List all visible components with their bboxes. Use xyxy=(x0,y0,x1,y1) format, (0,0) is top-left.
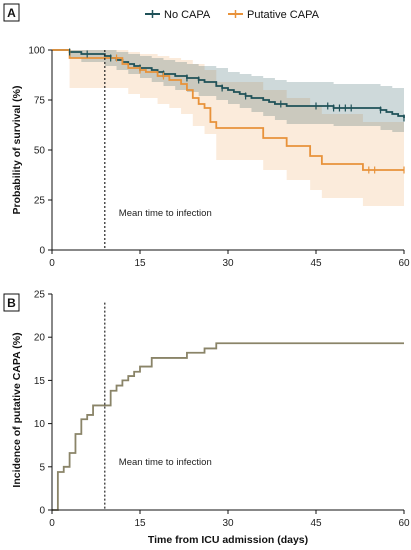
panel-a-x-tick-label: 30 xyxy=(222,258,234,269)
panel-b-y-tick-label: 15 xyxy=(34,376,46,387)
panel-a-x-tick-label: 15 xyxy=(134,258,146,269)
panel-b-ylabel: Incidence of putative CAPA (%) xyxy=(11,332,23,487)
putative-capa-survival-line xyxy=(52,49,404,171)
panel-b-y-axis-title: Incidence of putative CAPA (%) xyxy=(11,332,23,487)
x-axis-title: Time from ICU admission (days) xyxy=(148,534,308,546)
panel-a-y-tick-label: 100 xyxy=(28,46,45,57)
putative-capa-incidence-line xyxy=(52,342,404,511)
panel-b-y-tick-label: 10 xyxy=(34,419,46,430)
panel-a-y-tick-label: 75 xyxy=(34,96,46,107)
panel-b-y-tick-label: 5 xyxy=(39,462,45,473)
panel-a-y-tick-label: 0 xyxy=(39,246,45,257)
panel-b-label: B xyxy=(7,296,16,310)
panel-a-label-box xyxy=(3,3,20,22)
panel-a-y-axis-title: Probability of survival (%) xyxy=(11,86,23,215)
panel-b-y-tick-label: 0 xyxy=(39,506,45,517)
panel-b-x-tick-label: 45 xyxy=(310,518,322,529)
legend-label-putative-capa: Putative CAPA xyxy=(247,9,320,21)
panel-b-axes: 0 5 10 15 20 25 0 15 30 45 60 xyxy=(34,290,410,530)
legend: No CAPA Putative CAPA xyxy=(145,9,320,21)
panel-a-x-tick-label: 45 xyxy=(310,258,322,269)
panel-a-axes: 0 25 50 75 100 0 15 30 45 60 xyxy=(28,46,410,270)
panel-a-annotation: Mean time to infection xyxy=(119,208,212,219)
panel-b-x-tick-label: 30 xyxy=(222,518,234,529)
panel-b-label-box xyxy=(3,293,20,312)
panel-b-annotation: Mean time to infection xyxy=(119,457,212,468)
legend-label-no-capa: No CAPA xyxy=(164,9,211,21)
panel-b-y-tick-label: 20 xyxy=(34,333,46,344)
panel-a-y-tick-label: 25 xyxy=(34,196,46,207)
panel-a-censor-marks xyxy=(68,48,405,174)
panel-a-ylabel: Probability of survival (%) xyxy=(11,86,23,215)
panel-a: A Probability of survival (%) Mean time … xyxy=(3,3,410,270)
panel-b-x-tick-label: 15 xyxy=(134,518,146,529)
panel-a-y-tick-label: 50 xyxy=(34,146,46,157)
panel-b-x-tick-label: 60 xyxy=(398,518,410,529)
panel-b-y-tick-label: 25 xyxy=(34,290,46,301)
panel-a-x-tick-label: 60 xyxy=(398,258,410,269)
panel-b-series-lines xyxy=(52,342,404,511)
panel-a-x-tick-label: 0 xyxy=(49,258,55,269)
panel-b: B Incidence of putative CAPA (%) Mean ti… xyxy=(3,290,410,530)
panel-a-label: A xyxy=(7,6,16,20)
panel-b-x-tick-label: 0 xyxy=(49,518,55,529)
